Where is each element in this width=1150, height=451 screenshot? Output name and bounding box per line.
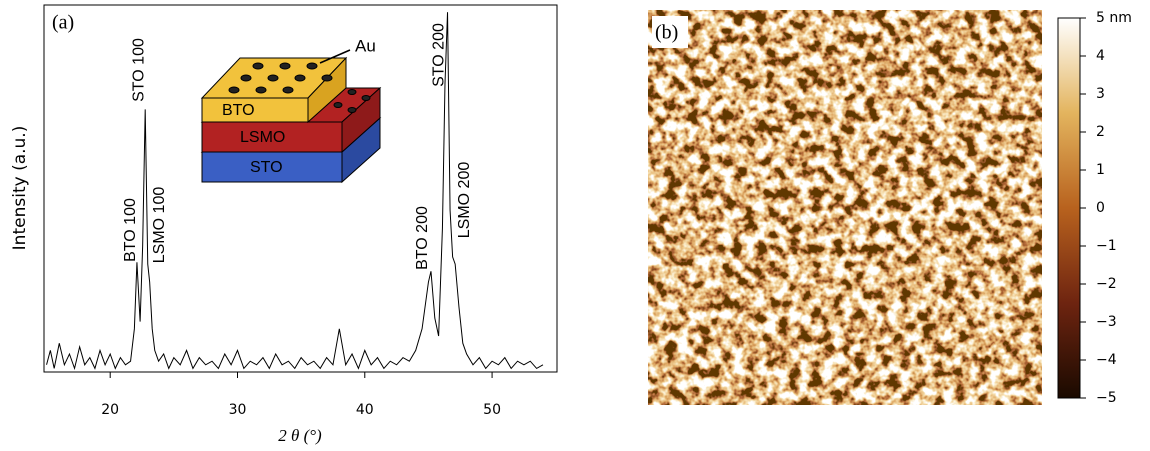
inset-label: STO xyxy=(250,159,283,176)
inset-label: BTO xyxy=(222,102,255,119)
colorbar-tick-label: −5 xyxy=(1096,390,1117,406)
colorbar-tick-label: −4 xyxy=(1096,352,1117,368)
colorbar-tick-label: −3 xyxy=(1096,314,1117,330)
colorbar xyxy=(1057,17,1081,399)
colorbar-tick-label: 2 xyxy=(1096,124,1105,140)
x-tick-label: 40 xyxy=(356,402,374,418)
inset-label: Au xyxy=(355,36,376,55)
x-tick-label: 50 xyxy=(483,402,501,418)
afm-image xyxy=(648,10,1042,405)
x-tick-label: 20 xyxy=(101,402,119,418)
peak-label: LSMO 100 xyxy=(151,187,168,264)
inset: Au BTO LSMO STO xyxy=(200,36,382,184)
colorbar-tick-label: 0 xyxy=(1096,200,1105,216)
x-tick-label: 30 xyxy=(229,402,247,418)
peak-label: LSMO 200 xyxy=(456,162,473,239)
panel-label: (a) xyxy=(52,12,74,34)
colorbar-tick-label: 4 xyxy=(1096,48,1105,64)
plot-frame xyxy=(43,4,558,373)
x-axis-label: 2 θ (°) xyxy=(278,426,322,445)
colorbar-tick-label: −1 xyxy=(1096,238,1117,254)
y-axis-label: Intensity (a.u.) xyxy=(10,126,30,251)
colorbar-tick-label: 1 xyxy=(1096,162,1105,178)
inset-label: LSMO xyxy=(240,129,285,146)
panel-label-box xyxy=(652,16,688,48)
peak-label: BTO 200 xyxy=(414,206,431,270)
xrd-line xyxy=(46,12,544,371)
peak-label: STO 100 xyxy=(130,38,147,102)
peak-label: BTO 100 xyxy=(122,198,139,262)
colorbar-tick-label: −2 xyxy=(1096,276,1117,292)
colorbar-tick-label: 3 xyxy=(1096,86,1105,102)
colorbar-tick-label: 5 nm xyxy=(1096,10,1132,26)
panel-label: (b) xyxy=(655,22,678,44)
peak-label: STO 200 xyxy=(431,23,448,87)
